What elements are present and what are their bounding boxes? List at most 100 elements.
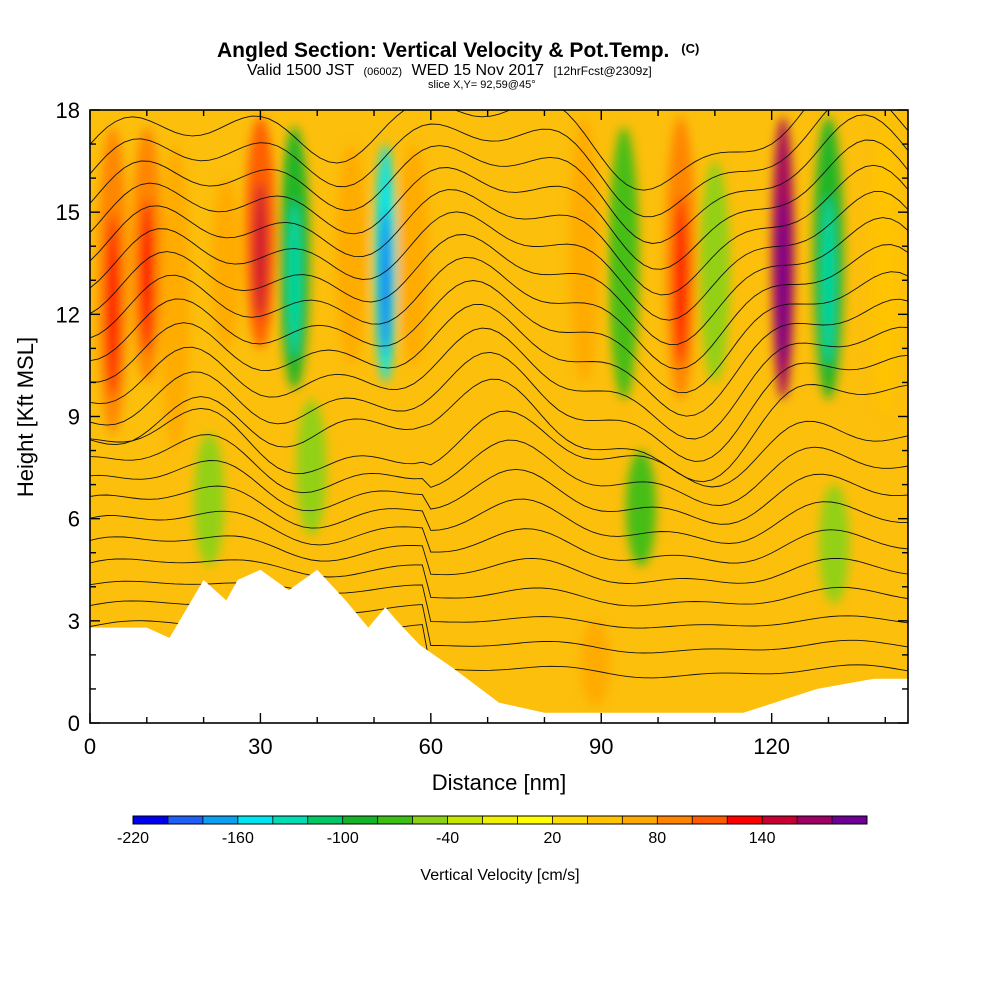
- x-tick-label: 90: [589, 734, 613, 759]
- colorbar-swatch: [517, 816, 553, 824]
- colorbar-swatch: [412, 816, 448, 824]
- colorbar-swatch: [482, 816, 518, 824]
- theta-contour-17: [90, 191, 908, 321]
- colorbar-swatch: [447, 816, 483, 824]
- theta-contour-8: [90, 434, 908, 506]
- x-tick-label: 0: [84, 734, 96, 759]
- colorbar-swatch: [342, 816, 379, 824]
- velocity-band-14: [626, 450, 657, 567]
- colorbar-tick-label: -220: [117, 830, 149, 847]
- terrain-mask: [90, 569, 908, 723]
- valid-time-line: Valid 1500 JST (0600Z) WED 15 Nov 2017 […: [247, 62, 652, 79]
- x-tick-label: 60: [419, 734, 443, 759]
- colorbar-tick-label: -40: [436, 830, 459, 847]
- colorbar-swatch: [307, 816, 344, 824]
- y-tick-label: 12: [56, 302, 80, 327]
- velocity-band-2: [160, 144, 191, 451]
- y-axis-ticks: 0 3 6 9 12 15 18: [56, 98, 908, 736]
- velocity-core-5: [253, 181, 268, 321]
- velocity-core-1: [140, 198, 154, 352]
- velocity-band-13: [608, 127, 639, 400]
- forecast-info: [12hrFcst@2309z]: [553, 64, 651, 78]
- y-tick-label: 18: [56, 98, 80, 123]
- y-tick-label: 0: [68, 711, 80, 736]
- x-tick-label: 30: [248, 734, 272, 759]
- velocity-band-8: [336, 144, 367, 366]
- colorbar-swatch: [202, 816, 239, 824]
- velocity-band-3: [194, 433, 225, 567]
- chart-title: Angled Section: Vertical Velocity & Pot.…: [217, 39, 699, 62]
- velocity-core-0: [105, 212, 120, 397]
- y-tick-label: 9: [68, 405, 80, 430]
- colorbar-swatch: [167, 816, 204, 824]
- theta-contour-12: [90, 326, 908, 440]
- theta-contour-7: [90, 460, 908, 525]
- colorbar-swatch: [657, 816, 693, 824]
- theta-contour-16: [90, 217, 908, 346]
- colorbar-label: Vertical Velocity [cm/s]: [420, 867, 579, 884]
- velocity-band-10: [398, 144, 429, 366]
- plot-area: [90, 110, 908, 723]
- valid-prefix: Valid 1500 JST: [247, 62, 355, 79]
- colorbar-swatch: [272, 816, 309, 824]
- slice-info: slice X,Y= 92,59@45°: [428, 79, 536, 91]
- colorbar-swatch: [133, 816, 169, 824]
- theta-contour-19: [90, 139, 908, 270]
- theta-contour-6: [90, 485, 908, 544]
- velocity-core-6: [287, 200, 302, 358]
- x-axis-label: Distance [nm]: [432, 770, 567, 795]
- theta-contour-3: [90, 558, 908, 607]
- colorbar-swatch: [692, 816, 728, 824]
- colorbar-tick-label: -160: [222, 830, 254, 847]
- x-tick-label: 120: [753, 734, 790, 759]
- chart-title-unit: (C): [681, 41, 699, 56]
- theta-contour-2: [90, 580, 908, 629]
- colorbar-tick-label: 140: [749, 830, 776, 847]
- colorbar: -220 -160 -100 -40 20 80 140: [117, 815, 868, 847]
- colorbar-swatch: [237, 816, 274, 824]
- theta-contour-10: [90, 378, 908, 483]
- theta-contour-9: [90, 407, 908, 488]
- colorbar-tick-label: 80: [648, 830, 666, 847]
- velocity-band-16: [699, 161, 730, 383]
- colorbar-swatch: [552, 816, 588, 824]
- velocity-band-19: [819, 484, 850, 604]
- y-axis-label: Height [Kft MSL]: [13, 337, 38, 497]
- colorbar-tick-label: 20: [544, 830, 562, 847]
- y-tick-label: 15: [56, 200, 80, 225]
- colorbar-swatch: [622, 816, 658, 824]
- theta-contour-22: [90, 110, 908, 191]
- chart-header: Angled Section: Vertical Velocity & Pot.…: [217, 39, 699, 91]
- theta-contour-20: [90, 114, 908, 244]
- y-tick-label: 6: [68, 507, 80, 532]
- y-tick-label: 3: [68, 609, 80, 634]
- x-axis-ticks: 0 30 60 90 120: [84, 110, 886, 759]
- colorbar-swatch: [797, 816, 833, 824]
- valid-date: WED 15 Nov 2017: [411, 62, 544, 79]
- colorbar-tick-label: -100: [327, 830, 359, 847]
- theta-contour-14: [90, 271, 908, 394]
- colorbar-swatch: [762, 816, 798, 824]
- theta-contour-5: [90, 510, 908, 564]
- colorbar-swatch: [587, 816, 623, 824]
- theta-contour-13: [90, 298, 908, 417]
- theta-contour-11: [90, 351, 908, 462]
- velocity-band-12: [580, 620, 611, 706]
- theta-contour-18: [90, 164, 908, 296]
- valid-utc: (0600Z): [363, 66, 402, 78]
- velocity-core-18: [821, 195, 836, 366]
- theta-contour-21: [90, 110, 908, 218]
- velocity-core-15: [674, 195, 688, 366]
- chart-title-text: Angled Section: Vertical Velocity & Pot.…: [217, 39, 669, 62]
- colorbar-swatch: [832, 816, 868, 824]
- theta-contour-4: [90, 535, 908, 584]
- velocity-core-9: [380, 210, 391, 354]
- potential-temperature-contours: [90, 110, 908, 679]
- colorbar-swatch: [377, 816, 414, 824]
- vertical-velocity-field: [97, 116, 901, 706]
- theta-contour-15: [90, 244, 908, 370]
- velocity-core-17: [778, 195, 788, 366]
- velocity-band-11: [569, 116, 600, 383]
- velocity-band-20: [870, 116, 901, 417]
